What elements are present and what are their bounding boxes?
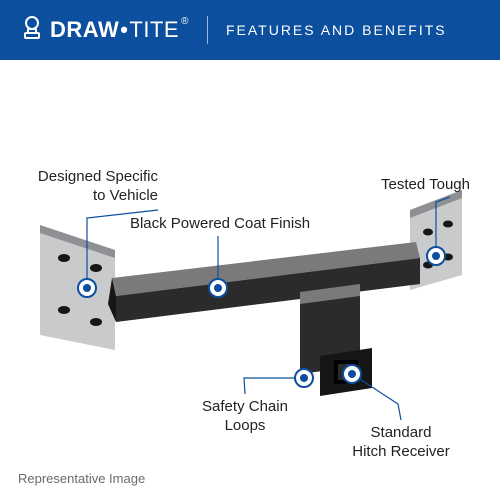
header-subtitle: FEATURES AND BENEFITS	[226, 22, 447, 38]
brand-word-bold: DRAW	[50, 17, 119, 43]
callout-tested: Tested Tough	[340, 176, 470, 195]
footnote-text: Representative Image	[18, 471, 145, 486]
hitch-ball-icon	[18, 14, 46, 47]
brand-logo: DRAW • TITE ®	[18, 14, 189, 47]
callout-receiver: StandardHitch Receiver	[336, 424, 466, 462]
callout-designed: Designed Specificto Vehicle	[8, 168, 158, 206]
header-divider	[207, 16, 208, 44]
diagram-stage: Designed Specificto Vehicle Black Powered…	[0, 60, 500, 500]
infographic-root: DRAW • TITE ® FEATURES AND BENEFITS Desi…	[0, 0, 500, 500]
brand-word-light: TITE	[129, 17, 179, 43]
callout-safety: Safety ChainLoops	[185, 398, 305, 436]
brand-wordmark: DRAW • TITE ®	[50, 17, 189, 43]
callout-finish: Black Powered Coat Finish	[105, 215, 335, 234]
header-bar: DRAW • TITE ® FEATURES AND BENEFITS	[0, 0, 500, 60]
brand-word-sep: •	[120, 17, 128, 43]
registered-mark: ®	[181, 17, 189, 27]
